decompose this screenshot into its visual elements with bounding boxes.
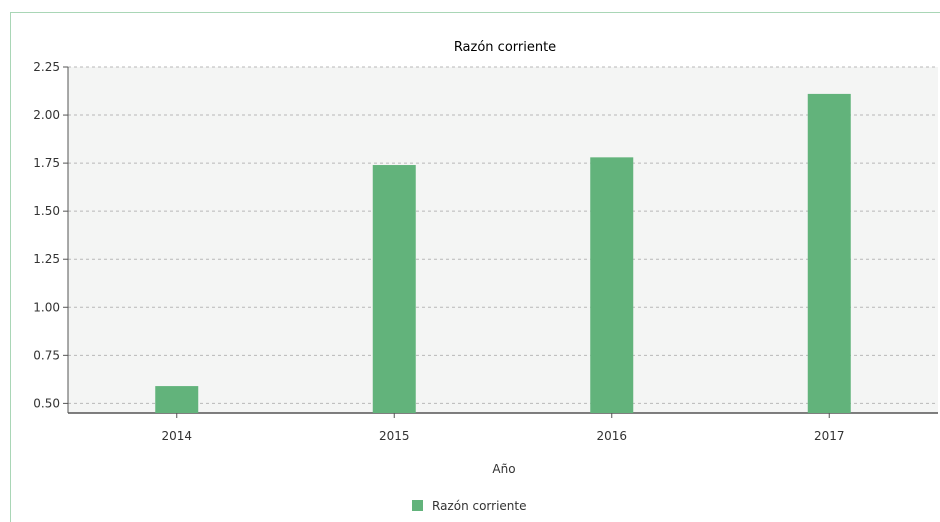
bar-2017 bbox=[807, 93, 851, 414]
legend-swatch bbox=[412, 500, 423, 511]
x-tick-label: 2015 bbox=[379, 429, 410, 443]
x-tick-label: 2016 bbox=[596, 429, 627, 443]
bar-2014 bbox=[155, 386, 199, 413]
bars bbox=[155, 93, 851, 414]
x-axis-label: Año bbox=[492, 462, 515, 476]
y-tick-label: 1.75 bbox=[33, 156, 60, 170]
y-tick-label: 0.75 bbox=[33, 348, 60, 362]
y-tick-label: 1.50 bbox=[33, 204, 60, 218]
legend-label: Razón corriente bbox=[432, 499, 527, 513]
x-axis: 2014 2015 2016 2017 bbox=[68, 412, 938, 443]
bar-2016 bbox=[590, 157, 634, 413]
bar-2015 bbox=[372, 165, 416, 413]
legend: Razón corriente bbox=[412, 499, 527, 513]
x-tick-label: 2017 bbox=[814, 429, 845, 443]
x-tick-label: 2014 bbox=[161, 429, 192, 443]
y-tick-label: 2.25 bbox=[33, 60, 60, 74]
y-axis: 0.50 0.75 1.00 1.25 1.50 1.75 2.00 2.25 bbox=[33, 60, 69, 413]
plot-area bbox=[68, 66, 938, 413]
y-tick-label: 0.50 bbox=[33, 396, 60, 410]
chart-title: Razón corriente bbox=[454, 40, 556, 55]
y-tick-label: 1.25 bbox=[33, 252, 60, 266]
y-tick-label: 2.00 bbox=[33, 108, 60, 122]
plot-background bbox=[68, 67, 938, 413]
chart-frame bbox=[10, 12, 940, 522]
y-tick-label: 1.00 bbox=[33, 300, 60, 314]
